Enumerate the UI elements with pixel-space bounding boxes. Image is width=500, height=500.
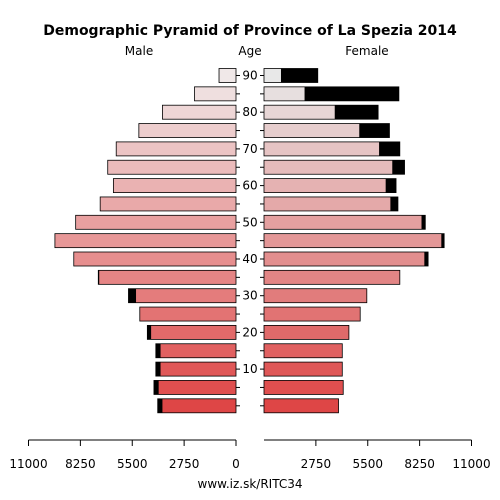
age-label-40: 40	[242, 252, 257, 266]
footer-url: www.iz.sk/RITC34	[198, 477, 303, 491]
female-bar-25-29	[263, 306, 361, 322]
male-bar-35-39	[97, 269, 237, 285]
female-bar-35-39	[263, 269, 401, 285]
female-bar-15-19	[263, 343, 343, 359]
female-excess-50-54	[421, 215, 426, 230]
age-label-60: 60	[242, 179, 257, 193]
male-bar-45-49	[54, 233, 237, 249]
female-bar-50-54	[263, 214, 426, 230]
female-bar-40-44	[263, 251, 429, 267]
male-bar-75-79	[138, 123, 237, 138]
female-excess-80-84	[334, 105, 379, 120]
female-excess-40-44	[424, 252, 429, 266]
female-excess-45-49	[441, 233, 445, 248]
male-bar-30-34	[128, 288, 237, 304]
age-header: Age	[238, 44, 261, 58]
age-label-50: 50	[242, 215, 257, 229]
female-header: Female	[345, 44, 388, 58]
x-tick-label-4: 0	[232, 457, 240, 471]
male-bar-90+	[218, 68, 237, 83]
male-excess-0-4	[157, 398, 163, 413]
female-excess-60-64	[385, 178, 397, 193]
female-bar-5-9	[263, 380, 344, 395]
female-bar-30-34	[263, 288, 368, 304]
female-bar-10-14	[263, 361, 343, 377]
female-bar-60-64	[263, 178, 397, 194]
male-bar-65-69	[107, 159, 237, 175]
age-label-20: 20	[242, 325, 257, 339]
age-label-80: 80	[242, 105, 257, 119]
female-excess-55-59	[390, 196, 398, 211]
female-excess-85-89	[304, 86, 399, 101]
male-excess-35-39	[98, 270, 100, 285]
female-excess-75-79	[359, 123, 390, 138]
x-tick-label-8: 11000	[452, 457, 490, 471]
male-bar-55-59	[99, 196, 237, 212]
age-label-30: 30	[242, 289, 257, 303]
age-label-90: 90	[242, 69, 257, 83]
female-bar-45-49	[263, 233, 445, 249]
female-bar-65-69	[263, 159, 405, 175]
male-bar-0-4	[157, 398, 237, 414]
male-excess-20-24	[147, 325, 152, 340]
male-excess-5-9	[153, 380, 159, 395]
male-bar-70-74	[115, 141, 237, 157]
x-tick-label-5: 2750	[301, 457, 332, 471]
female-excess-90+	[280, 68, 318, 83]
x-tick-label-3: 2750	[169, 457, 200, 471]
female-excess-70-74	[379, 141, 400, 156]
age-label-10: 10	[242, 362, 257, 376]
x-tick-label-1: 8250	[65, 457, 96, 471]
male-bar-5-9	[153, 380, 237, 395]
male-excess-30-34	[128, 288, 137, 303]
male-bar-60-64	[112, 178, 237, 194]
male-bar-15-19	[155, 343, 237, 359]
male-bar-20-24	[146, 324, 237, 340]
male-bar-10-14	[155, 361, 237, 377]
male-bar-25-29	[139, 306, 237, 322]
x-tick-label-0: 11000	[9, 457, 47, 471]
age-label-70: 70	[242, 142, 257, 156]
male-bar-85-89	[194, 86, 237, 102]
male-excess-10-14	[155, 362, 161, 377]
female-bar-55-59	[263, 196, 399, 212]
x-tick-label-6: 5500	[352, 457, 383, 471]
male-bar-40-44	[73, 251, 237, 267]
x-tick-label-2: 5500	[117, 457, 148, 471]
male-excess-15-19	[155, 343, 161, 358]
male-bar-50-54	[75, 214, 237, 230]
female-excess-65-69	[392, 160, 405, 175]
male-header: Male	[125, 44, 153, 58]
chart-title: Demographic Pyramid of Province of La Sp…	[43, 23, 457, 39]
x-tick-label-7: 8250	[404, 457, 435, 471]
male-bar-80-84	[162, 104, 237, 120]
female-bar-20-24	[263, 324, 350, 340]
female-bar-0-4	[263, 398, 339, 414]
